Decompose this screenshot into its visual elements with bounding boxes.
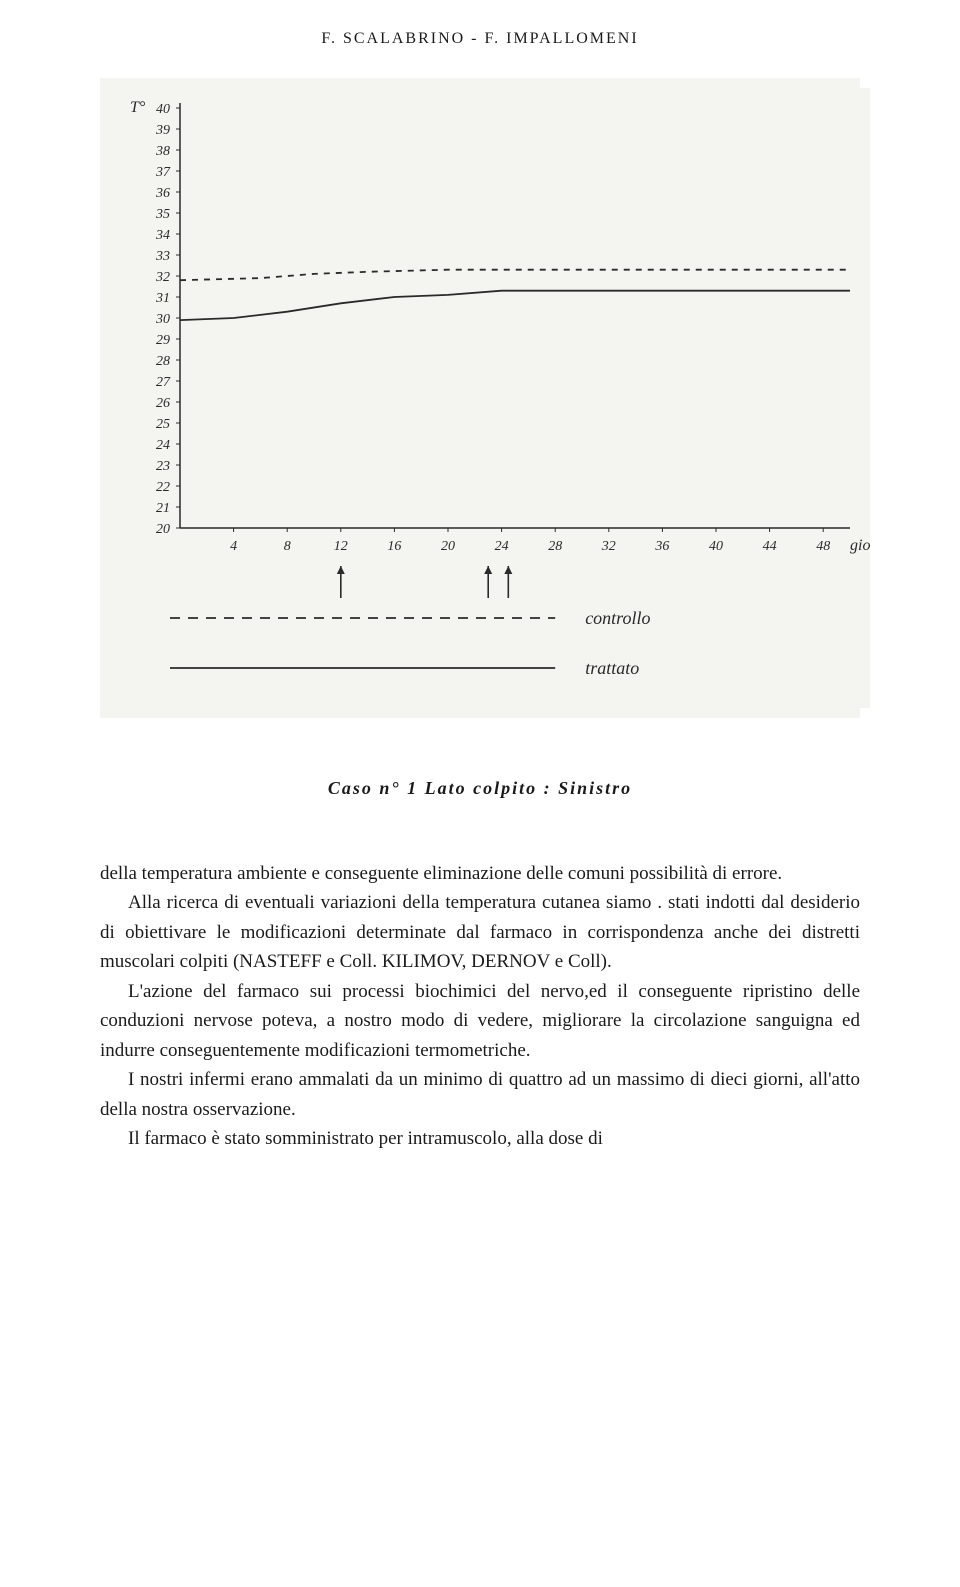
svg-text:4: 4 [230,539,237,554]
svg-text:24: 24 [495,539,509,554]
svg-text:33: 33 [155,249,170,264]
svg-text:giorni: giorni [850,537,870,554]
svg-text:32: 32 [155,270,170,285]
svg-text:38: 38 [155,144,170,159]
figure-caption: Caso n° 1 Lato colpito : Sinistro [100,778,860,799]
svg-text:37: 37 [155,165,171,180]
svg-text:trattato: trattato [585,658,639,678]
svg-text:39: 39 [155,123,170,138]
paragraph-3: L'azione del farmaco sui processi biochi… [100,977,860,1065]
svg-text:28: 28 [156,354,170,369]
caption-suffix: : Sinistro [537,778,632,798]
svg-text:24: 24 [156,438,170,453]
svg-text:controllo: controllo [585,608,650,628]
svg-text:34: 34 [155,228,170,243]
caption-emph: colpito [473,778,537,798]
svg-text:36: 36 [155,186,170,201]
svg-text:25: 25 [156,417,170,432]
svg-text:40: 40 [709,539,723,554]
svg-text:31: 31 [155,291,170,306]
authors-line: F. SCALABRINO - F. IMPALLOMENI [321,30,638,47]
svg-text:35: 35 [155,207,170,222]
svg-text:20: 20 [156,522,170,537]
svg-text:12: 12 [334,539,348,554]
svg-text:22: 22 [156,480,170,495]
temperature-chart: T° 20 21 22 23 24 25 26 27 28 29 30 31 32 33 34 35 36 37 38… [100,78,860,718]
svg-text:27: 27 [156,375,171,390]
svg-text:36: 36 [654,539,669,554]
svg-text:23: 23 [156,459,170,474]
svg-text:T°: T° [130,99,146,116]
caption-prefix: Caso n° 1 Lato [328,778,473,798]
svg-text:16: 16 [387,539,401,554]
svg-text:32: 32 [601,539,616,554]
svg-text:21: 21 [156,501,170,516]
paragraph-4: I nostri infermi erano ammalati da un mi… [100,1065,860,1124]
paragraph-1: della temperatura ambiente e conseguente… [100,859,860,888]
paragraph-2: Alla ricerca di eventuali variazioni del… [100,888,860,976]
svg-text:30: 30 [155,312,170,327]
svg-text:20: 20 [441,539,455,554]
svg-text:40: 40 [156,102,170,117]
body-text: della temperatura ambiente e conseguente… [100,859,860,1153]
svg-text:48: 48 [816,539,830,554]
paragraph-5: Il farmaco è stato somministrato per int… [100,1124,860,1153]
svg-text:29: 29 [156,333,170,348]
svg-text:26: 26 [156,396,170,411]
svg-text:44: 44 [763,539,777,554]
page-header: F. SCALABRINO - F. IMPALLOMENI [100,30,860,48]
svg-text:8: 8 [284,539,291,554]
svg-text:28: 28 [548,539,562,554]
